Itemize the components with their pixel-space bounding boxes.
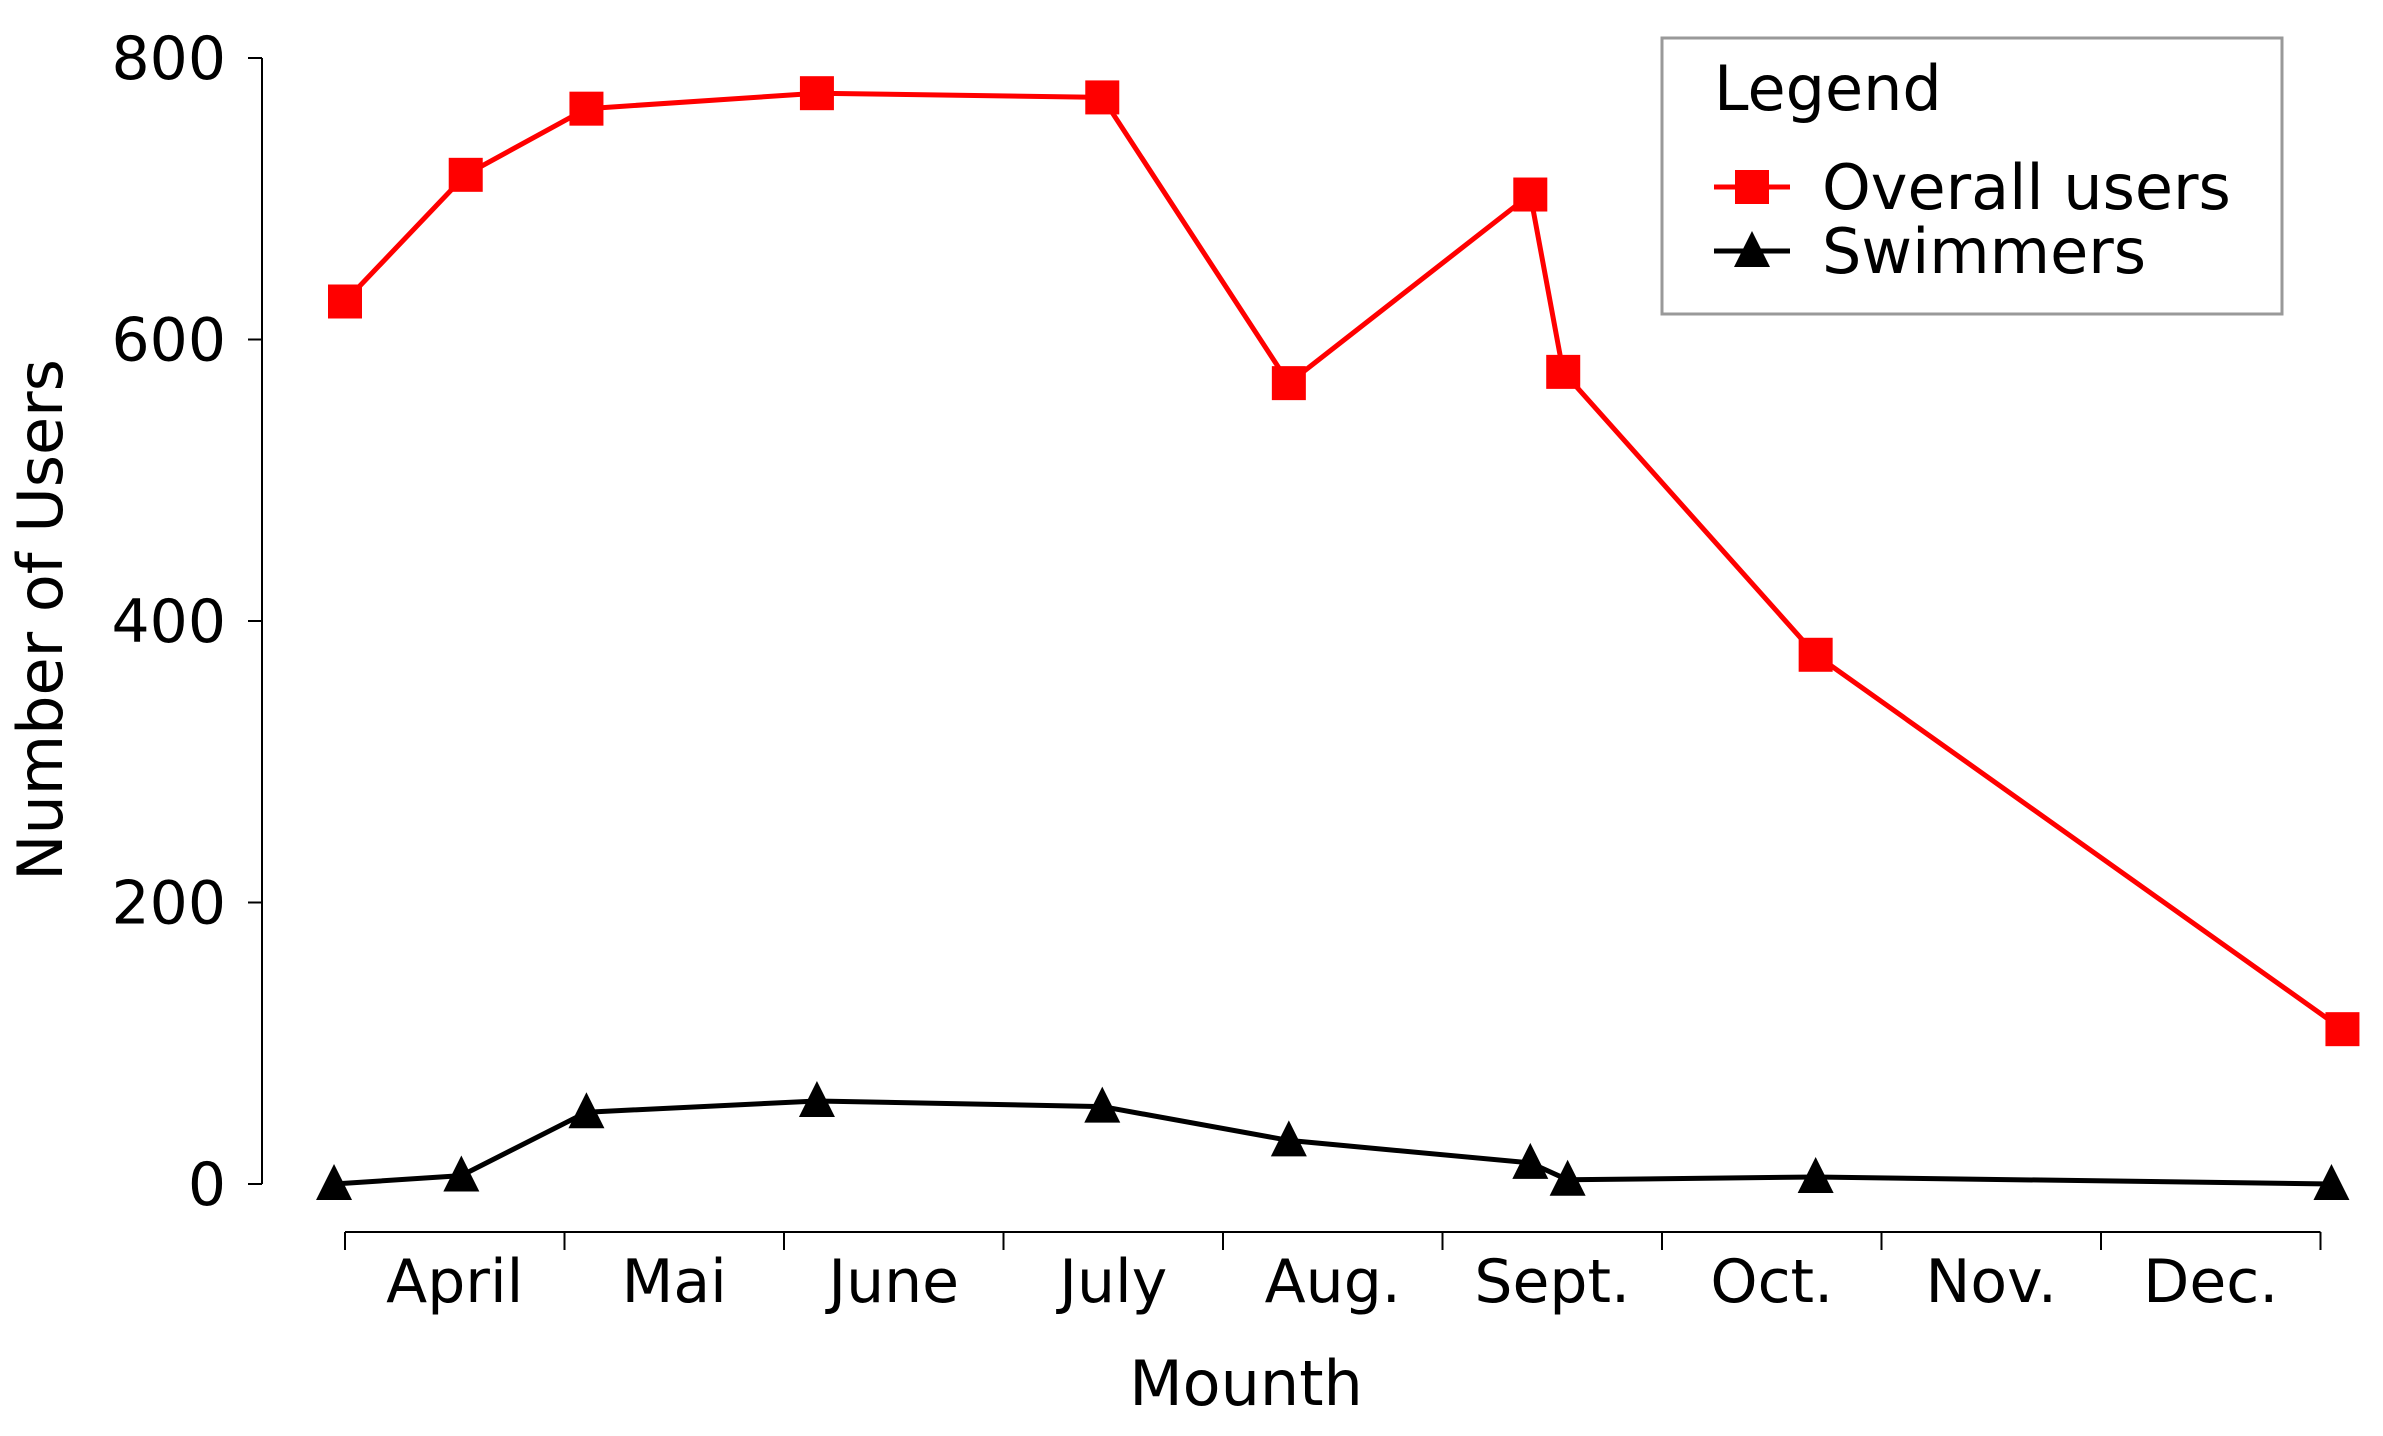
legend-title: Legend	[1714, 52, 1942, 125]
data-point	[1271, 366, 1306, 401]
data-point	[1270, 1120, 1307, 1157]
data-point	[316, 1164, 353, 1200]
x-axis-title: Mounth	[1129, 1347, 1363, 1420]
legend-label: Swimmers	[1822, 215, 2146, 288]
x-tick-label: Sept.	[1474, 1247, 1630, 1317]
series-1	[316, 1080, 2350, 1200]
data-point	[443, 1155, 480, 1192]
legend-swatch-marker	[1734, 231, 1770, 267]
x-tick-label: Mai	[622, 1247, 727, 1317]
series-layer	[316, 76, 2360, 1200]
y-tick-label: 600	[111, 306, 226, 376]
data-point	[2313, 1164, 2350, 1200]
data-point	[799, 76, 834, 111]
data-point	[1513, 177, 1548, 212]
data-point	[328, 284, 362, 319]
data-point	[1085, 80, 1120, 115]
data-point	[569, 91, 604, 126]
y-axis: 0 200 400 600 800	[111, 24, 263, 1220]
x-tick-label: Nov.	[1925, 1247, 2057, 1317]
series-line	[333, 1098, 2332, 1187]
x-tick-label: April	[386, 1247, 523, 1317]
series-0	[328, 76, 2360, 1047]
data-point	[1084, 1086, 1121, 1123]
x-tick-label: Aug.	[1265, 1247, 1401, 1317]
x-axis: April Mai June July Aug. Sept. Oct. Nov. Dec.	[344, 1231, 2322, 1317]
y-tick-label: 0	[188, 1150, 226, 1220]
data-point	[2325, 1012, 2360, 1047]
data-point	[1512, 1142, 1549, 1179]
x-tick-label: Oct.	[1710, 1247, 1833, 1317]
data-point	[1797, 1156, 1834, 1193]
x-tick-label: Dec.	[2143, 1247, 2278, 1317]
x-tick-label: June	[824, 1247, 959, 1317]
data-point	[1546, 354, 1581, 389]
y-axis-title: Number of Users	[4, 359, 77, 881]
x-tick-label: July	[1055, 1247, 1167, 1317]
legend-swatch-marker	[1735, 170, 1769, 204]
data-point	[798, 1080, 835, 1117]
legend-label: Overall users	[1822, 151, 2231, 224]
series-line	[343, 90, 2344, 1032]
data-point	[568, 1092, 605, 1129]
y-tick-label: 800	[111, 24, 226, 94]
data-point	[1549, 1159, 1586, 1196]
data-point	[448, 157, 483, 192]
y-tick-label: 200	[111, 869, 226, 939]
y-tick-label: 400	[111, 587, 226, 657]
data-point	[1798, 637, 1833, 672]
